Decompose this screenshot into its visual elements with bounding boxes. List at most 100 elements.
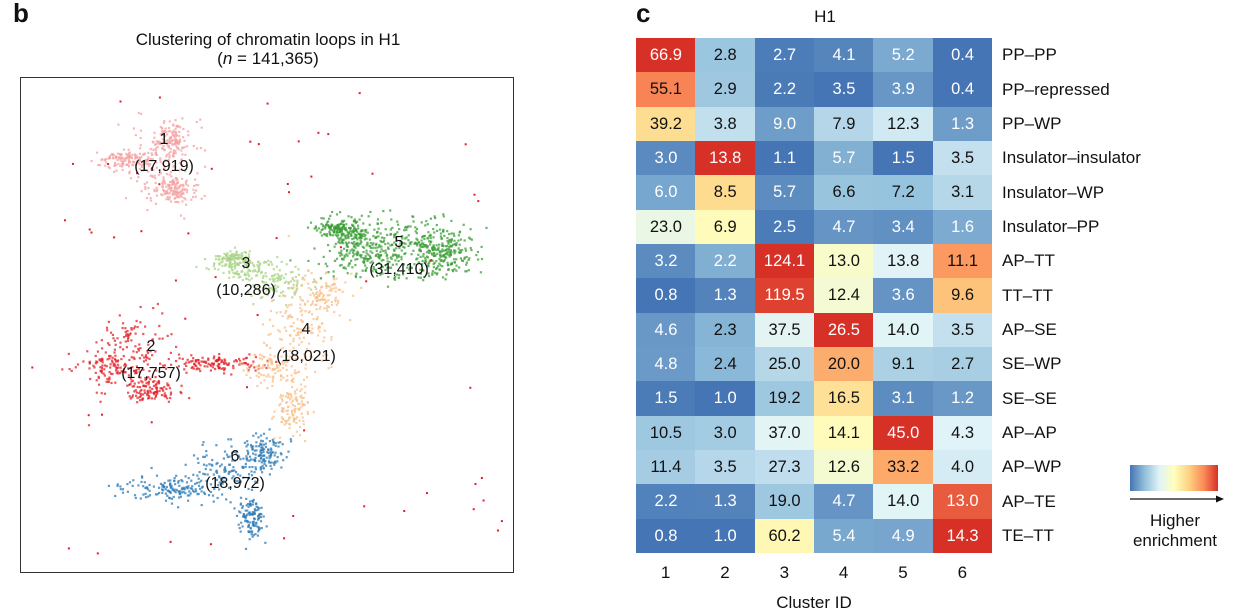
scatter-point [322,294,325,297]
scatter-point [412,220,415,223]
scatter-point [272,274,275,277]
scatter-point [114,494,117,498]
scatter-point [185,481,189,484]
scatter-point [400,241,403,244]
scatter-point [252,498,255,501]
scatter-point [95,360,98,363]
scatter-point [168,120,171,123]
scatter-point [337,299,340,302]
scatter-point [242,513,245,516]
scatter-point [168,497,171,500]
scatter-point [278,364,282,367]
scatter-point [210,362,214,365]
scatter-point [136,396,139,399]
column-tick-label: 3 [779,563,790,582]
scatter-point [246,263,249,266]
scatter-point [147,151,150,154]
scatter-point [264,272,267,275]
scatter-point [177,201,180,204]
scatter-point [279,402,282,405]
scatter-point [296,279,299,282]
scatter-point [137,367,140,370]
scatter-point [194,488,197,491]
scatter-point [217,484,220,487]
scatter-point [128,383,131,386]
scatter-point [114,369,118,372]
scatter-point [183,362,186,365]
scatter-point [197,359,200,362]
scatter-point [421,259,424,263]
scatter-point [118,314,121,317]
scatter-point [291,296,294,299]
scatter-point [252,360,255,363]
scatter-point [166,197,170,200]
scatter-point [449,253,452,257]
scatter-point [353,226,356,229]
scatter-point [185,364,188,367]
scatter-point [230,264,233,267]
scatter-point [243,273,246,276]
scatter-point [368,223,371,226]
scatter-point [169,391,173,394]
scatter-point [149,389,152,392]
scatter-point [169,140,173,143]
scatter-point [359,276,362,279]
scatter-point [263,355,266,358]
heatmap-cell: 1.3 [695,484,756,520]
legend-line-1: Higher [1149,511,1201,530]
scatter-point [333,231,336,234]
scatter-point [157,173,160,176]
scatter-point [127,374,130,377]
scatter-point [394,254,397,257]
scatter-point [253,508,256,511]
scatter-point [399,240,402,243]
scatter-point [214,255,217,258]
scatter-point [251,523,254,527]
scatter-point [143,356,146,359]
scatter-point [394,234,397,237]
scatter-point [217,358,220,361]
scatter-point [138,159,141,162]
scatter-point [164,131,167,134]
scatter-point [238,359,242,363]
scatter-point [246,363,249,366]
scatter-point [280,453,283,456]
scatter-point [167,130,170,133]
scatter-point [169,150,172,153]
scatter-point [141,381,144,384]
scatter-point [305,327,308,330]
scatter-point [377,256,381,259]
scatter-point [438,258,441,261]
scatter-point [281,315,284,318]
scatter-point [259,516,263,519]
scatter-point [380,222,383,225]
scatter-point [248,538,251,541]
scatter-point [384,228,387,231]
scatter-point [262,374,265,377]
scatter-point [376,222,379,225]
heatmap-cell: 13.8 [873,244,934,279]
scatter-point [179,184,183,187]
scatter-point [171,155,174,158]
scatter-point [387,247,390,250]
cluster-count: (18,021) [276,348,336,365]
scatter-point [123,336,126,339]
scatter-point [165,139,168,142]
scatter-point [293,291,296,294]
scatter-point [446,252,449,255]
scatter-point [174,183,177,186]
scatter-point [454,243,457,247]
scatter-point [139,321,142,324]
scatter-point [225,498,228,501]
scatter-point [289,280,292,283]
scatter-point [237,523,240,526]
scatter-point [310,304,313,307]
scatter-point [175,183,178,186]
scatter-point [180,192,183,195]
scatter-point [272,299,275,302]
scatter-point [175,144,178,147]
scatter-point [117,123,120,126]
scatter-point [473,193,476,196]
scatter-point [164,182,167,185]
scatter-point [458,243,461,246]
